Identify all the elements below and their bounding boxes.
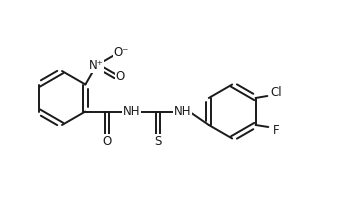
Text: Cl: Cl: [270, 86, 282, 98]
Text: N⁺: N⁺: [89, 59, 104, 72]
Text: O: O: [103, 135, 112, 148]
Text: NH: NH: [123, 105, 140, 118]
Text: NH: NH: [173, 105, 191, 118]
Text: O: O: [116, 70, 125, 83]
Text: S: S: [154, 135, 162, 148]
Text: O⁻: O⁻: [114, 46, 129, 59]
Text: F: F: [273, 125, 279, 137]
